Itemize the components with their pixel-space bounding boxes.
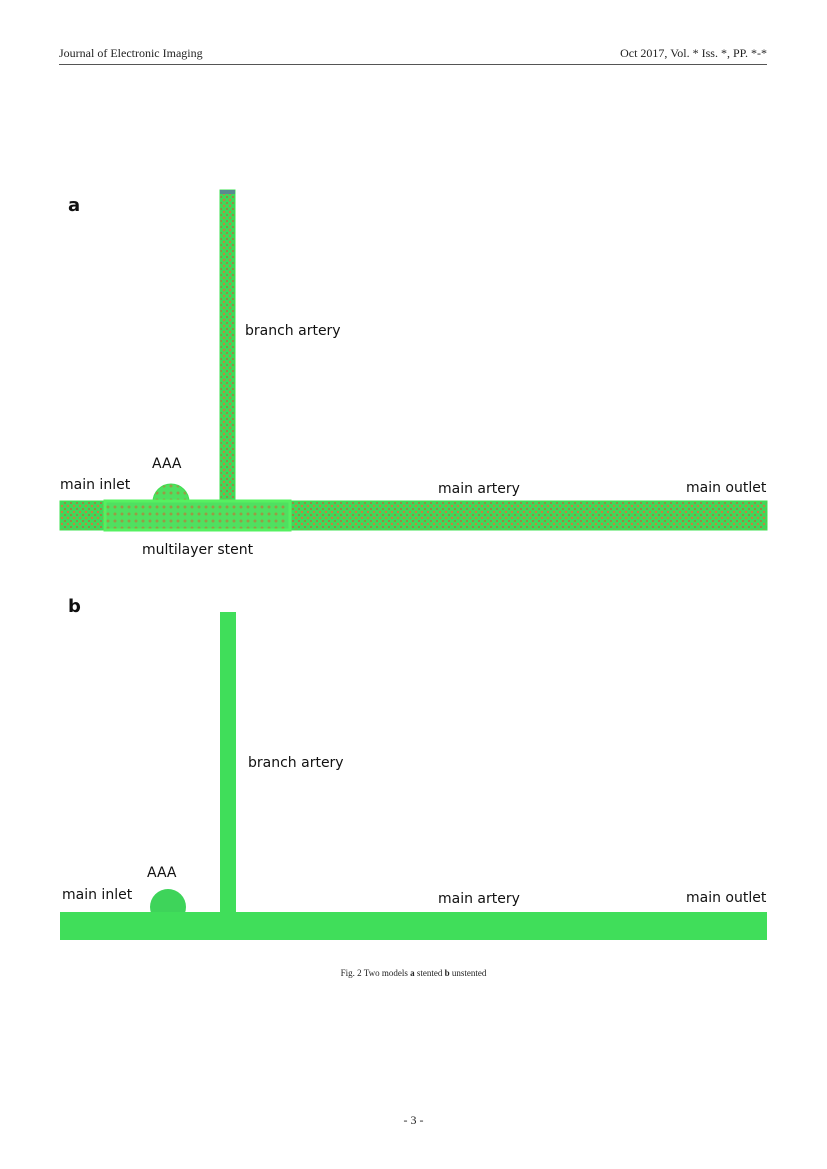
caption-bold: a bbox=[410, 968, 415, 978]
branch-outlet bbox=[220, 190, 235, 194]
caption-text: Fig. 2 Two models bbox=[340, 968, 411, 978]
label: main inlet bbox=[62, 887, 133, 903]
aneurysm bbox=[152, 483, 190, 503]
label: main outlet bbox=[686, 890, 767, 906]
label: multilayer stent bbox=[142, 542, 254, 558]
stent-region bbox=[103, 499, 292, 532]
label: main outlet bbox=[686, 480, 767, 496]
header-rule bbox=[59, 64, 767, 65]
label: main artery bbox=[438, 481, 520, 497]
label: main artery bbox=[438, 891, 520, 907]
label: AAA bbox=[152, 456, 182, 472]
issue-info: Oct 2017, Vol. * Iss. *, PP. *-* bbox=[620, 46, 767, 60]
caption-text: unstented bbox=[449, 968, 487, 978]
page-number: - 3 - bbox=[403, 1113, 424, 1127]
label: AAA bbox=[147, 865, 177, 881]
label: branch artery bbox=[248, 755, 344, 771]
caption-text: stented bbox=[414, 968, 445, 978]
panel-a: a branch artery AAA main inlet main arte… bbox=[59, 189, 768, 558]
panel-letter: b bbox=[68, 596, 81, 617]
label: main inlet bbox=[60, 477, 131, 493]
main-vessel bbox=[60, 912, 767, 940]
panel-letter: a bbox=[68, 195, 80, 216]
branch-vessel bbox=[219, 189, 236, 503]
panel-b: b branch artery AAA main inlet main arte… bbox=[60, 596, 767, 940]
journal-name: Journal of Electronic Imaging bbox=[59, 46, 203, 60]
label: branch artery bbox=[245, 323, 341, 339]
caption-bold: b bbox=[444, 968, 450, 978]
figure-caption: Fig. 2 Two models a stented b unstented bbox=[0, 968, 827, 978]
branch-vessel bbox=[220, 612, 236, 914]
